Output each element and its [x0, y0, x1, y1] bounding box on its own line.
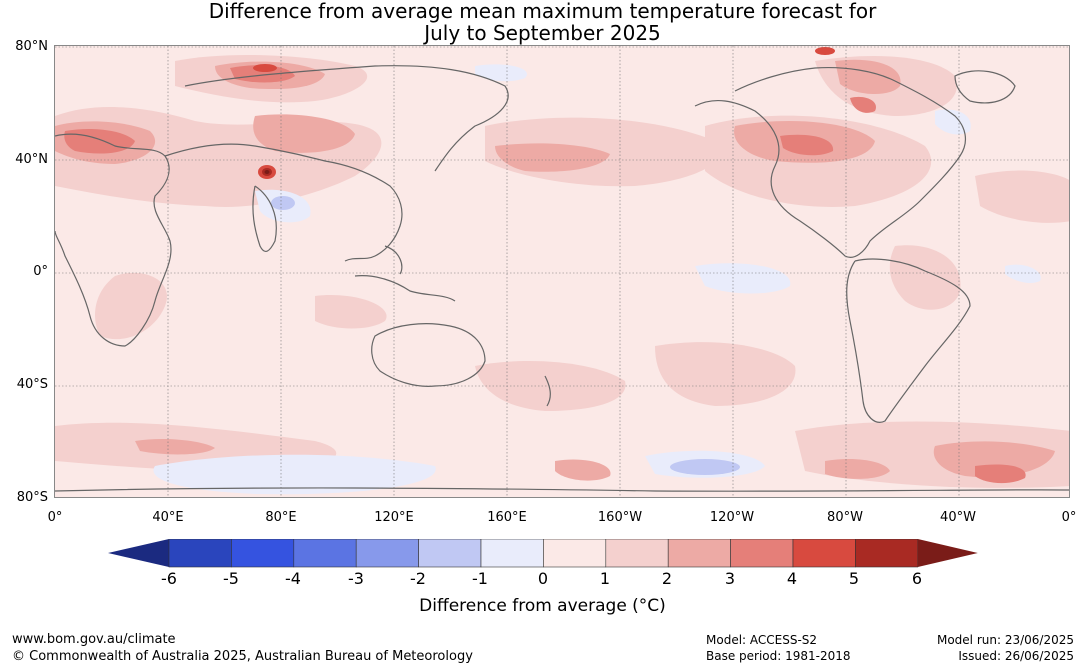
- colorbar-tick-label: -2: [410, 569, 426, 588]
- lat-label-80s: 80°S: [16, 490, 48, 505]
- lon-label-0-left: 0°: [47, 510, 63, 525]
- colorbar-tick-label: 2: [661, 569, 673, 588]
- footer-model-info: Model: ACCESS-S2 Base period: 1981-2018: [706, 632, 851, 664]
- anomaly-1-2-zones: [55, 54, 1069, 488]
- coastlines: [55, 65, 1069, 492]
- colorbar-tick-label: 4: [786, 569, 798, 588]
- footer-model: Model: ACCESS-S2: [706, 633, 818, 647]
- footer-dates: Model run: 23/06/2025 Issued: 26/06/2025: [937, 632, 1074, 664]
- colorbar-segment: [168, 539, 232, 568]
- colorbar-segment: [855, 539, 919, 568]
- lon-label-40e: 40°E: [152, 510, 184, 525]
- footer-left: www.bom.gov.au/climate © Commonwealth of…: [12, 631, 473, 665]
- colorbar-segment: [792, 539, 856, 568]
- colorbar-tick-label: 3: [724, 569, 736, 588]
- map-title-line-1: Difference from average mean maximum tem…: [208, 0, 877, 23]
- footer-base-period: Base period: 1981-2018: [706, 649, 851, 663]
- colorbar-segment: [418, 539, 482, 568]
- lat-label-0: 0°: [33, 264, 48, 279]
- anomaly-2-3-zones: [55, 59, 1055, 481]
- colorbar-segment: [355, 539, 419, 568]
- lon-label-160e: 160°E: [487, 510, 527, 525]
- colorbar-segment: [480, 539, 544, 568]
- colorbar: [108, 539, 978, 568]
- colorbar-segment: [667, 539, 731, 568]
- anomaly-3-4-zones: [64, 65, 1026, 484]
- footer-copyright: © Commonwealth of Australia 2025, Austra…: [12, 649, 473, 664]
- lat-label-40n: 40°N: [15, 152, 48, 167]
- colorbar-tick-label: -3: [348, 569, 364, 588]
- lat-label-80n: 80°N: [15, 39, 48, 54]
- colorbar-tick-label: 6: [911, 569, 923, 588]
- lon-label-0-right: 0°: [1061, 510, 1077, 525]
- colorbar-title: Difference from average (°C): [419, 596, 666, 616]
- colorbar-arrow-high: [917, 539, 978, 567]
- colorbar-tick-label: -6: [161, 569, 177, 588]
- lon-label-120e: 120°E: [374, 510, 414, 525]
- colorbar-tick-label: 0: [537, 569, 549, 588]
- colorbar-tick-label: 5: [848, 569, 860, 588]
- map-title-line-2: July to September 2025: [424, 21, 661, 45]
- forecast-map-canvas: [55, 46, 1069, 497]
- colorbar-segment: [293, 539, 357, 568]
- colorbar-segment: [605, 539, 669, 568]
- graticule: [55, 46, 1069, 497]
- anomaly-hotspots: [253, 47, 835, 179]
- colorbar-tick-label: -5: [223, 569, 239, 588]
- footer-issued: Issued: 26/06/2025: [958, 649, 1074, 663]
- colorbar-tick-label: -4: [285, 569, 301, 588]
- lon-label-160w: 160°W: [597, 510, 643, 525]
- lon-label-80e: 80°E: [265, 510, 297, 525]
- colorbar-arrow-low: [108, 539, 169, 567]
- anomaly-cool-core: [271, 196, 740, 475]
- lon-label-80w: 80°W: [827, 510, 863, 525]
- lat-label-40s: 40°S: [16, 377, 48, 392]
- forecast-map: [54, 45, 1070, 498]
- colorbar-segment: [231, 539, 295, 568]
- colorbar-segment: [730, 539, 794, 568]
- colorbar-segment: [543, 539, 607, 568]
- footer-url: www.bom.gov.au/climate: [12, 632, 176, 647]
- colorbar-tick-label: -1: [472, 569, 488, 588]
- footer-model-run: Model run: 23/06/2025: [936, 633, 1074, 647]
- colorbar-tick-label: 1: [599, 569, 611, 588]
- lon-label-120w: 120°W: [709, 510, 755, 525]
- lon-label-40w: 40°W: [940, 510, 976, 525]
